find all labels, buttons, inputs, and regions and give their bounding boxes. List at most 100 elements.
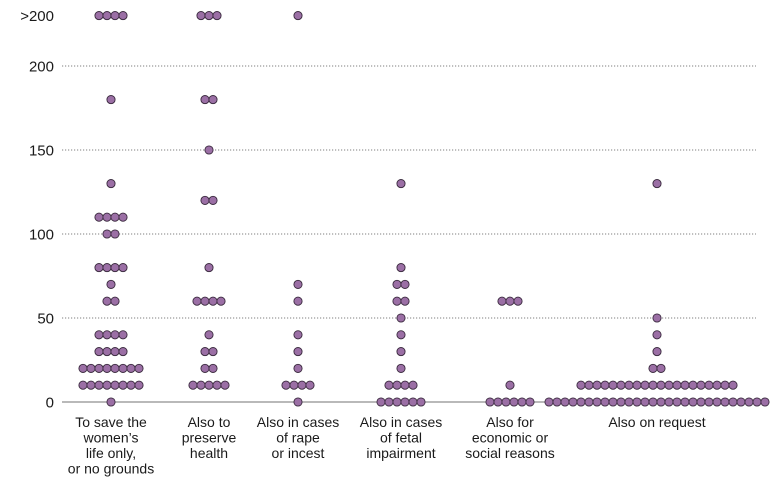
category-label: Also in cases of fetal impairment [360,414,442,461]
y-axis-tick-labels: 0 50 100 150 200 >200 [20,8,54,411]
data-dot [200,296,210,306]
data-dot [672,397,682,407]
data-dot [560,397,570,407]
data-dot [204,11,214,21]
category-label-line: Also for [486,414,534,430]
data-dot [720,397,730,407]
data-dot [208,347,218,357]
category-label-line: Also to [188,414,231,430]
data-dot [126,380,136,390]
category-label-line: To save the [75,414,147,430]
data-dot [392,279,402,289]
data-dot [680,397,690,407]
data-dot [688,397,698,407]
data-dot [110,229,120,239]
category-label-line: preserve [182,430,237,446]
data-dot [200,195,210,205]
data-dot [752,397,762,407]
category-labels: To save the women’s life only, or no ground… [68,414,706,477]
data-dot [94,330,104,340]
y-tick-label: 50 [37,311,54,328]
category-label-line: Also on request [608,414,705,430]
data-dot [110,363,120,373]
data-dot [196,11,206,21]
data-dot [497,296,507,306]
data-dot [200,363,210,373]
y-tick-label: 100 [29,227,54,244]
data-dot [220,380,230,390]
category-label: Also in cases of rape or incest [257,414,339,461]
data-dot [696,380,706,390]
data-dot [600,380,610,390]
data-dot [485,397,495,407]
data-dot [208,296,218,306]
data-dot [396,179,406,189]
data-dot [106,179,116,189]
data-dot [616,380,626,390]
data-dot [293,397,303,407]
data-dot [204,380,214,390]
y-tick-label: >200 [20,8,54,25]
data-dot [400,279,410,289]
data-dot [728,380,738,390]
data-dot [608,397,618,407]
data-dot [78,380,88,390]
data-dot [656,397,666,407]
data-dot [134,380,144,390]
data-dot [408,380,418,390]
data-dot [656,380,666,390]
data-dot [289,380,299,390]
data-dot [640,380,650,390]
data-dot [94,347,104,357]
category-label-line: or no grounds [68,461,154,477]
category-label-line: Also in cases [257,414,339,430]
data-dot [102,296,112,306]
data-dot [212,11,222,21]
data-dot [624,397,634,407]
data-dot [297,380,307,390]
data-dot [204,145,214,155]
data-dot [396,313,406,323]
data-dot [600,397,610,407]
data-dot [592,397,602,407]
data-dot [118,11,128,21]
category-label-line: women’s [83,430,139,446]
data-dot [78,363,88,373]
data-dot [400,397,410,407]
data-dot [680,380,690,390]
data-dot [652,313,662,323]
data-dot [525,397,535,407]
category-label-line: Also in cases [360,414,442,430]
y-tick-label: 150 [29,143,54,160]
data-dot [392,380,402,390]
data-dot [102,347,112,357]
data-dot [616,397,626,407]
data-dot [736,397,746,407]
data-dot [86,363,96,373]
data-dot [208,363,218,373]
data-dot [509,397,519,407]
data-dot [392,397,402,407]
data-dot [293,330,303,340]
data-dot [688,380,698,390]
data-dot [648,397,658,407]
data-dot [712,397,722,407]
data-dot [408,397,418,407]
data-dot [110,263,120,273]
data-dot [517,397,527,407]
data-dots [78,11,770,407]
y-tick-label: 0 [46,395,54,412]
data-dot [106,279,116,289]
data-dot [696,397,706,407]
data-dot [102,363,112,373]
data-dot [110,347,120,357]
data-dot [704,397,714,407]
data-dot [624,380,634,390]
data-dot [293,11,303,21]
data-dot [632,380,642,390]
data-dot [192,296,202,306]
category-label-line: of fetal [380,430,422,446]
data-dot [216,296,226,306]
data-dot [608,380,618,390]
data-dot [110,380,120,390]
